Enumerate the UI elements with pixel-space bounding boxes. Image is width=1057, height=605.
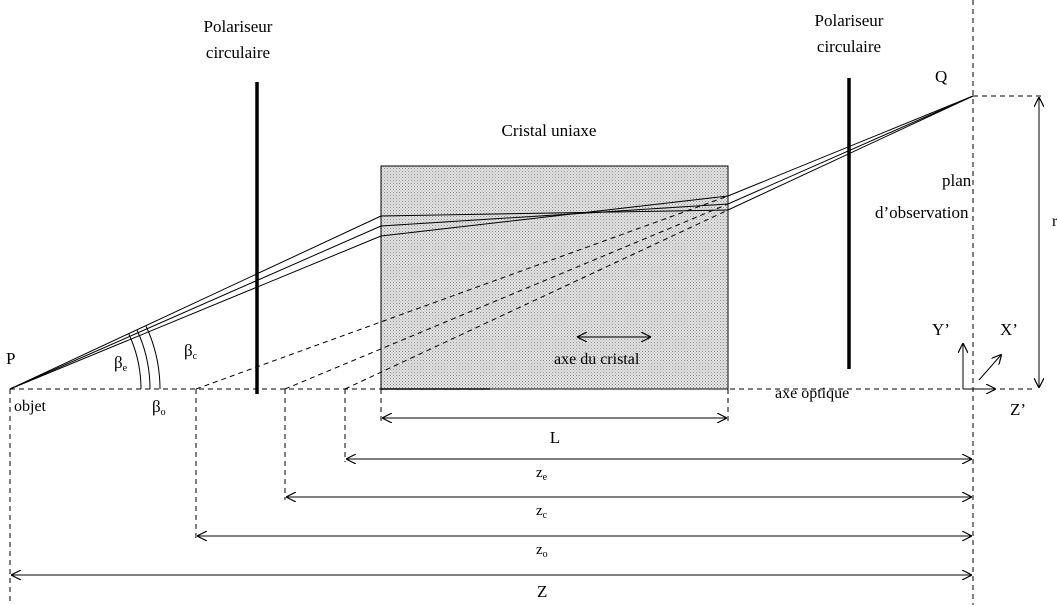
left-polarizer-label-line1: Polariseur [204, 17, 273, 36]
right-polarizer-label-line1: Polariseur [815, 11, 884, 30]
X-axis-label: X’ [1000, 320, 1018, 339]
incident-rays [9, 215, 382, 390]
object-label: objet [14, 398, 47, 415]
drop-lines [9, 389, 729, 605]
optical-axis-label: axe optique [775, 385, 849, 402]
right-polarizer-label-line2: circulaire [817, 37, 881, 56]
zc-label: zc [536, 503, 548, 521]
beta-e-label: βe [114, 353, 128, 374]
Y-axis-label: Y’ [932, 320, 950, 339]
crystal-axis-label: axe du cristal [554, 351, 640, 368]
point-P: P [6, 349, 15, 368]
ze-label: ze [536, 465, 548, 483]
point-Q: Q [935, 67, 947, 86]
emergent-rays [727, 95, 974, 211]
left-polarizer-label-line2: circulaire [206, 43, 270, 62]
L-label: L [550, 428, 560, 447]
virtual-rays [195, 195, 729, 390]
beta-o-label: βo [152, 397, 166, 418]
Z-axis-label: Z’ [1010, 400, 1026, 419]
r-label: r [1052, 213, 1057, 230]
beta-c-label: βc [184, 341, 198, 362]
coordinate-axes [963, 344, 1001, 389]
angle-arcs [128, 325, 161, 390]
crystal-rays [380, 195, 729, 237]
observation-plane-label-line2: d’observation [875, 203, 969, 222]
crystal-label: Cristal uniaxe [502, 121, 597, 140]
observation-plane-label-line1: plan [942, 171, 972, 190]
zo-label: zo [536, 542, 548, 560]
Z-label: Z [537, 582, 547, 601]
